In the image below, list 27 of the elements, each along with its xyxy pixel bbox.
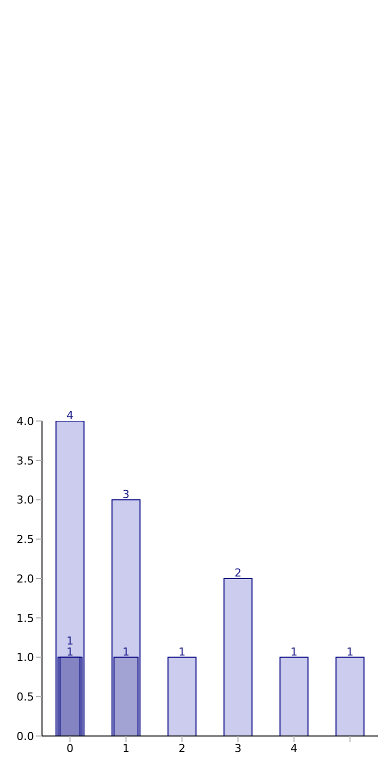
y-tick-label: 3.5 (16, 454, 34, 468)
y-tick-label: 4.0 (16, 414, 34, 428)
data-label: 3 (122, 488, 130, 501)
y-tick-label: 3.0 (16, 494, 34, 507)
x-tick-label: 1 (122, 742, 130, 755)
data-label: 2 (234, 566, 242, 580)
x-tick-label: 3 (234, 742, 242, 755)
data-label: 4 (66, 409, 74, 422)
y-tick-label: 2.0 (16, 572, 34, 586)
y-tick-label: 0.5 (16, 690, 34, 704)
bar (280, 656, 308, 736)
y-tick-label: 1.5 (16, 612, 34, 625)
x-tick-label: 4 (290, 742, 298, 755)
data-label: 1 (122, 645, 130, 658)
bar (336, 656, 364, 736)
data-label: 1 (178, 645, 186, 658)
bar (168, 656, 196, 736)
x-tick-label: 2 (178, 742, 186, 755)
y-tick-label: 1.0 (16, 651, 34, 664)
data-label: 1 (346, 645, 354, 658)
y-tick-label: 0.0 (16, 730, 34, 743)
x-tick-label: 0 (66, 742, 74, 755)
y-tick-label: 2.5 (16, 533, 34, 546)
data-label: 1 (66, 645, 74, 658)
data-label: 1 (290, 645, 298, 658)
bar (224, 578, 252, 736)
data-label: 1 (66, 634, 74, 648)
